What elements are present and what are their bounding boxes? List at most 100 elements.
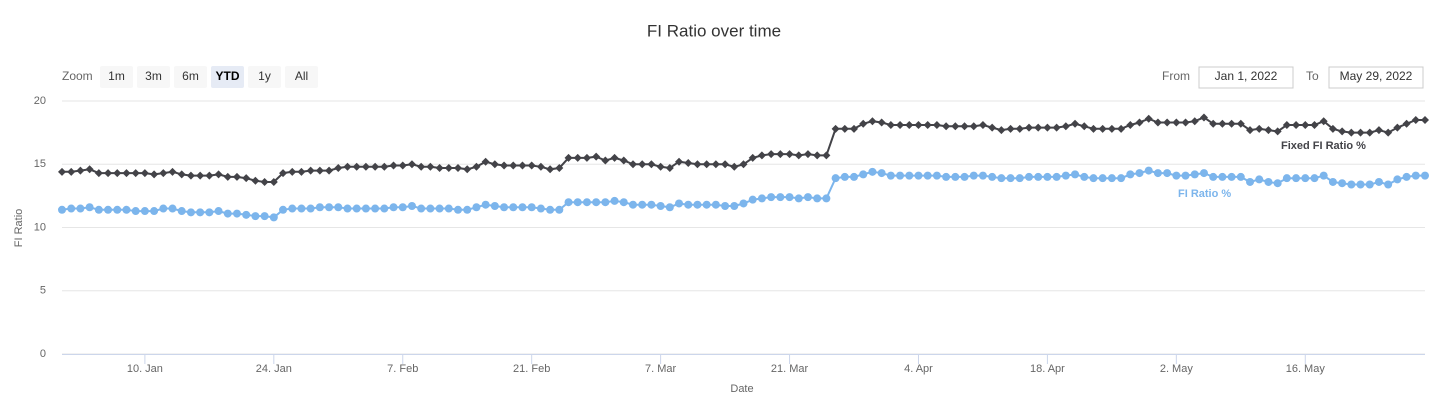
zoom-button-label[interactable]: 1m	[108, 69, 125, 83]
data-point	[113, 169, 122, 178]
data-point	[969, 122, 978, 131]
chart-title: FI Ratio over time	[647, 21, 781, 40]
data-point	[1236, 172, 1245, 181]
data-point	[150, 207, 159, 216]
data-point	[813, 151, 822, 160]
data-point	[592, 198, 601, 207]
zoom-button-label[interactable]: 1y	[258, 69, 271, 83]
data-point	[463, 165, 472, 174]
data-point	[1015, 124, 1024, 133]
data-point	[242, 174, 251, 183]
data-point	[730, 201, 739, 210]
data-point	[610, 153, 619, 162]
data-point	[1117, 174, 1126, 183]
zoom-button-label[interactable]: 3m	[145, 69, 162, 83]
x-tick-label: 16. May	[1286, 363, 1326, 375]
data-point	[647, 160, 656, 169]
data-point	[251, 212, 260, 221]
data-point	[1421, 171, 1429, 180]
data-point	[325, 166, 334, 175]
data-point	[573, 153, 582, 162]
data-point	[472, 162, 481, 171]
data-point	[159, 169, 168, 178]
from-input[interactable]	[1198, 66, 1294, 89]
data-point	[306, 204, 315, 213]
x-tick-label: 7. Mar	[645, 363, 677, 375]
data-point	[361, 204, 370, 213]
data-point	[1043, 172, 1052, 181]
data-point	[67, 167, 76, 176]
x-tick-label: 4. Apr	[904, 363, 933, 375]
data-point	[334, 203, 343, 212]
data-point	[582, 153, 591, 162]
data-point	[1135, 118, 1144, 127]
data-point	[417, 162, 426, 171]
data-point	[1061, 171, 1070, 180]
zoom-button-label[interactable]: YTD	[216, 69, 240, 83]
zoom-button[interactable]	[248, 66, 281, 88]
from-value[interactable]: Jan 1, 2022	[1215, 69, 1278, 83]
data-point	[896, 121, 905, 130]
zoom-button[interactable]	[211, 66, 244, 88]
zoom-button-label[interactable]: 6m	[182, 69, 199, 83]
data-point	[1098, 174, 1107, 183]
data-point	[1282, 121, 1291, 130]
data-point	[214, 170, 223, 179]
data-point	[960, 122, 969, 131]
data-point	[1338, 179, 1347, 188]
data-point	[1292, 174, 1301, 183]
zoom-button-label[interactable]: All	[295, 69, 308, 83]
data-point	[1374, 126, 1383, 135]
data-point	[260, 212, 269, 221]
to-value[interactable]: May 29, 2022	[1340, 69, 1413, 83]
data-point	[186, 208, 195, 217]
data-point	[1024, 172, 1033, 181]
data-point	[1153, 169, 1162, 178]
data-point	[352, 162, 361, 171]
to-input[interactable]	[1328, 66, 1424, 89]
data-point	[1411, 171, 1420, 180]
data-point	[1209, 119, 1218, 128]
zoom-button[interactable]	[100, 66, 133, 88]
data-point	[490, 160, 499, 169]
data-point	[1181, 171, 1190, 180]
data-point	[417, 204, 426, 213]
data-point	[859, 170, 868, 179]
data-point	[186, 171, 195, 180]
data-point	[675, 199, 684, 208]
data-point	[647, 200, 656, 209]
data-point	[1098, 124, 1107, 133]
data-point	[490, 201, 499, 210]
y-tick-label: 20	[34, 95, 46, 107]
data-point	[1052, 123, 1061, 132]
data-point	[868, 167, 877, 176]
data-point	[942, 172, 951, 181]
data-point	[58, 205, 66, 214]
data-point	[1319, 171, 1328, 180]
data-point	[527, 161, 536, 170]
data-point	[481, 157, 490, 166]
data-point	[1356, 128, 1365, 137]
data-point	[140, 169, 149, 178]
zoom-button[interactable]	[137, 66, 170, 88]
data-point	[426, 162, 435, 171]
data-point	[601, 198, 610, 207]
data-point	[85, 165, 94, 174]
data-point	[628, 200, 637, 209]
data-point	[748, 153, 757, 162]
data-point	[1107, 124, 1116, 133]
data-point	[573, 198, 582, 207]
data-point	[168, 204, 177, 213]
data-point	[1227, 172, 1236, 181]
data-point	[1218, 172, 1227, 181]
zoom-button[interactable]	[285, 66, 318, 88]
y-axis-title: FI Ratio	[13, 209, 25, 248]
data-point	[1393, 175, 1402, 184]
x-tick-label: 21. Mar	[771, 363, 809, 375]
data-point	[1319, 117, 1328, 126]
zoom-button[interactable]	[174, 66, 207, 88]
data-point	[1015, 174, 1024, 183]
data-point	[444, 204, 453, 213]
data-point	[1135, 169, 1144, 178]
data-point	[757, 194, 766, 203]
